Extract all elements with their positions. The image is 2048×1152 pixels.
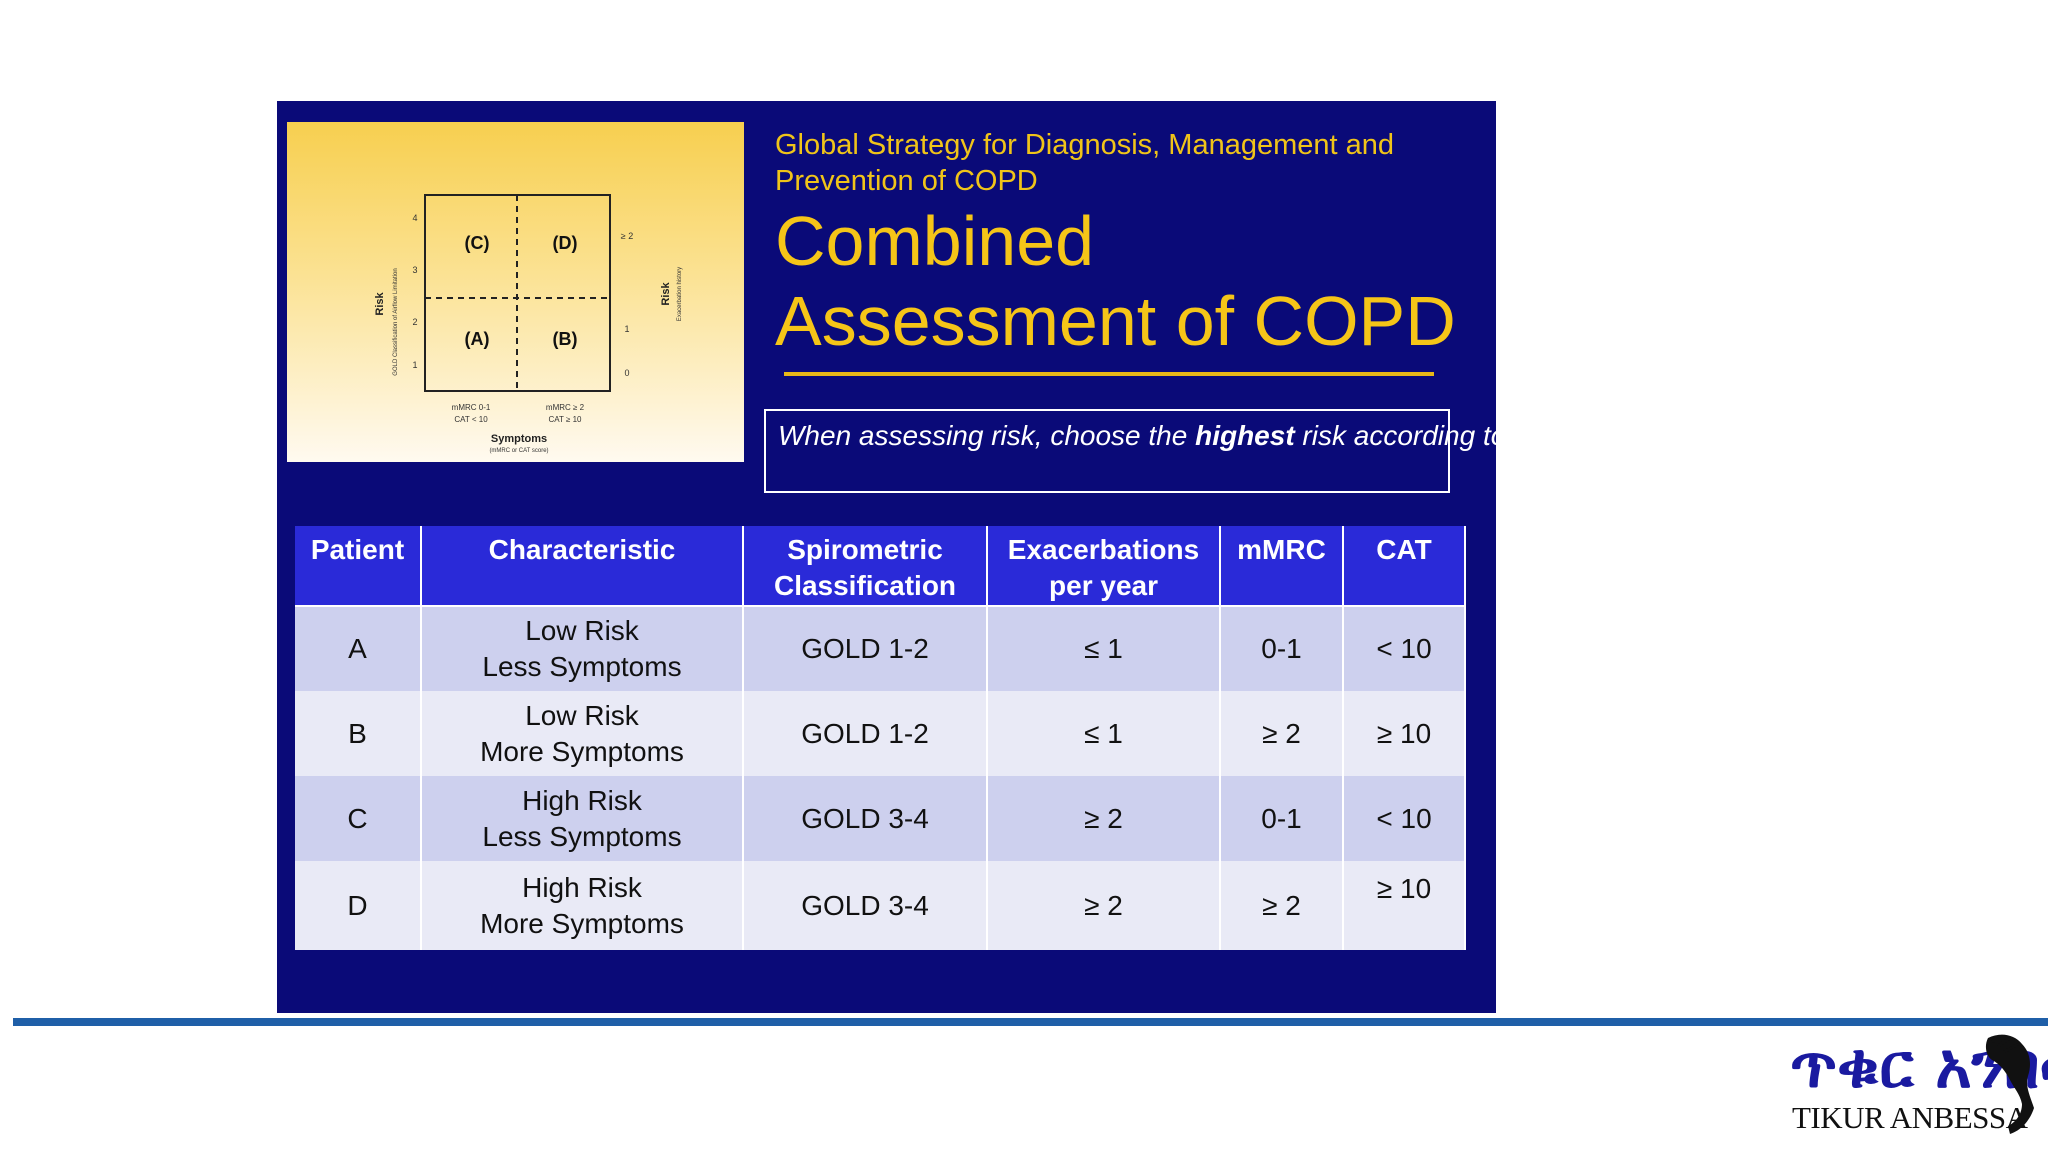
slide: (C) (D) (A) (B) 4 3 2 1 Risk GOLD Classi… [277,101,1964,1013]
cell-spirometric: GOLD 3-4 [743,861,988,950]
cell-mmrc: 0-1 [1220,606,1344,691]
right-axis-subtitle: Exacerbation history [677,267,683,321]
cell-exacerbations: ≤ 1 [987,606,1221,691]
cell-characteristic-line1: High Risk [522,871,642,903]
x-axis-subtitle: (mMRC or CAT score) [489,448,548,454]
bottom-left-label-1: mMRC 0-1 [452,403,491,412]
cell-patient: B [295,691,422,776]
table-row: A Low Risk Less Symptoms GOLD 1-2 ≤ 1 0-1… [295,606,1466,691]
header-patient: Patient [295,526,422,607]
cell-characteristic: Low Risk More Symptoms [421,691,744,776]
cell-characteristic-line2: More Symptoms [480,735,684,767]
cell-characteristic-line2: Less Symptoms [482,651,682,682]
cell-cat: ≥ 10 [1343,861,1466,950]
left-tick-1: 1 [412,360,417,370]
cell-patient: A [295,606,422,691]
cell-characteristic-line2: Less Symptoms [482,820,682,852]
x-axis-title: Symptoms [491,433,547,445]
cell-exacerbations: ≤ 1 [987,691,1221,776]
logo-latin-text: TIKUR ANBESSA [1792,1100,2028,1135]
cell-spirometric: GOLD 3-4 [743,776,988,861]
header-exacerbations-line2: per year [1049,570,1158,601]
header-cat: CAT [1343,526,1466,607]
tikur-anbessa-logo: ጥቁር አንበሳ TIKUR ANBESSA [1790,1030,2048,1140]
quadrant-chart: (C) (D) (A) (B) 4 3 2 1 Risk GOLD Classi… [374,194,683,454]
header-spirometric: Spirometric Classification [743,526,988,607]
cell-exacerbations: ≥ 2 [987,861,1221,950]
risk-note: When assessing risk, choose the highest … [764,409,1964,493]
bottom-right-label-1: mMRC ≥ 2 [546,403,585,412]
cell-mmrc: ≥ 2 [1220,691,1344,776]
quadrant-d: (D) [553,233,578,253]
bottom-right-label-2: CAT ≥ 10 [549,415,583,424]
slide-subtitle: Global Strategy for Diagnosis, Managemen… [775,129,1395,197]
cell-patient: C [295,776,422,861]
header-exacerbations-line1: Exacerbations [1007,534,1200,565]
table-row: C High Risk Less Symptoms GOLD 3-4 ≥ 2 0-… [295,776,1466,861]
header-characteristic: Characteristic [421,526,744,607]
header-spirometric-line1: Spirometric [787,534,943,565]
header-spirometric-line2: Classification [773,570,957,601]
cell-cat: ≥ 10 [1343,691,1466,776]
cell-mmrc: 0-1 [1220,776,1344,861]
gold-assessment-diagram: (C) (D) (A) (B) 4 3 2 1 Risk GOLD Classi… [287,122,744,462]
left-axis-subtitle: GOLD Classification of Airflow Limitatio… [393,268,399,375]
table-row: B Low Risk More Symptoms GOLD 1-2 ≤ 1 ≥ 2… [295,691,1466,776]
risk-note-suffix: risk according to GOLD grade or exacerba… [1294,420,1964,451]
left-tick-4: 4 [412,213,417,223]
risk-note-emphasis: highest [1195,420,1295,451]
lion-icon [1985,1034,2034,1134]
cell-characteristic-line1: Low Risk [525,615,639,646]
left-tick-3: 3 [412,265,417,275]
cell-characteristic: High Risk Less Symptoms [421,776,744,861]
cell-characteristic: High Risk More Symptoms [421,861,744,950]
right-tick-1: 1 [624,324,629,334]
right-tick-0: 0 [624,368,629,378]
risk-note-prefix: When assessing risk, choose the [778,420,1196,451]
cell-mmrc: ≥ 2 [1220,861,1344,950]
header-mmrc: mMRC [1220,526,1344,607]
slide-title: Combined Assessment of COPD [775,202,1456,360]
cell-characteristic-line2: More Symptoms [480,907,684,939]
footer-divider [13,1018,2048,1026]
cell-spirometric: GOLD 1-2 [743,691,988,776]
left-axis-title: Risk [374,292,386,316]
cell-spirometric: GOLD 1-2 [743,606,988,691]
cell-characteristic-line1: Low Risk [525,699,639,731]
quadrant-c: (C) [465,233,490,253]
right-tick-2: ≥ 2 [621,231,633,241]
cell-cat: < 10 [1343,776,1466,861]
cell-characteristic-line1: High Risk [522,784,642,816]
left-tick-2: 2 [412,317,417,327]
quadrant-b: (B) [553,329,578,349]
title-underline [784,372,1434,376]
cell-characteristic: Low Risk Less Symptoms [421,606,744,691]
cell-patient: D [295,861,422,950]
right-axis-title: Risk [660,282,672,306]
assessment-table: Patient Characteristic Spirometric Classi… [295,526,1466,950]
bottom-left-label-2: CAT < 10 [454,415,488,424]
table-header-row: Patient Characteristic Spirometric Classi… [295,526,1466,607]
header-exacerbations: Exacerbations per year [987,526,1221,607]
cell-cat: < 10 [1343,606,1466,691]
table-row: D High Risk More Symptoms GOLD 3-4 ≥ 2 ≥ … [295,861,1466,950]
cell-exacerbations: ≥ 2 [987,776,1221,861]
quadrant-a: (A) [465,329,490,349]
